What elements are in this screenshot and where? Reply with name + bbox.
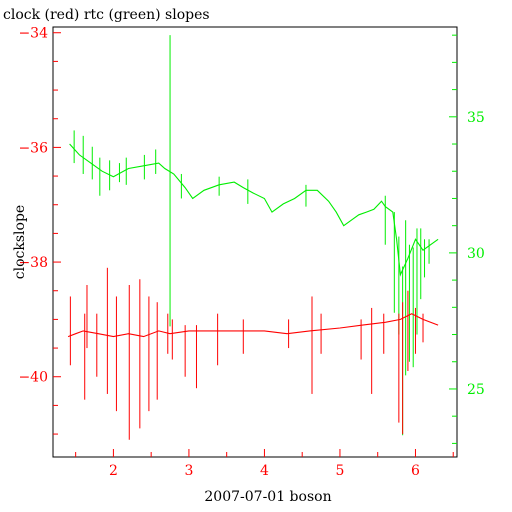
x-tick-label: 5 [335,463,344,479]
left-tick-label: −38 [18,255,48,271]
x-tick-label: 4 [260,463,269,479]
clock-line [67,313,439,338]
x-tick-label: 2 [109,463,118,479]
left-tick-label: −34 [18,26,48,42]
x-axis-label: 2007-07-01 boson [204,489,331,505]
right-tick-label: 35 [467,110,485,126]
left-y-axis: −34 −36 −38 −40 [18,26,61,435]
rtc-line [69,143,439,277]
x-axis: 2 3 4 5 6 [75,449,454,479]
right-tick-label: 30 [467,246,485,262]
x-tick-label: 3 [184,463,193,479]
left-tick-label: −36 [18,140,48,156]
left-tick-label: −40 [18,370,48,386]
x-tick-label: 6 [411,463,420,479]
right-tick-label: 25 [467,382,485,398]
y-axis-label: clockslope [12,205,28,279]
plot-frame [52,26,458,458]
right-y-axis: 25 30 35 [449,34,485,444]
chart-title: clock (red) rtc (green) slopes [3,7,210,23]
rtc-series [69,35,439,436]
clock-series [67,267,439,440]
